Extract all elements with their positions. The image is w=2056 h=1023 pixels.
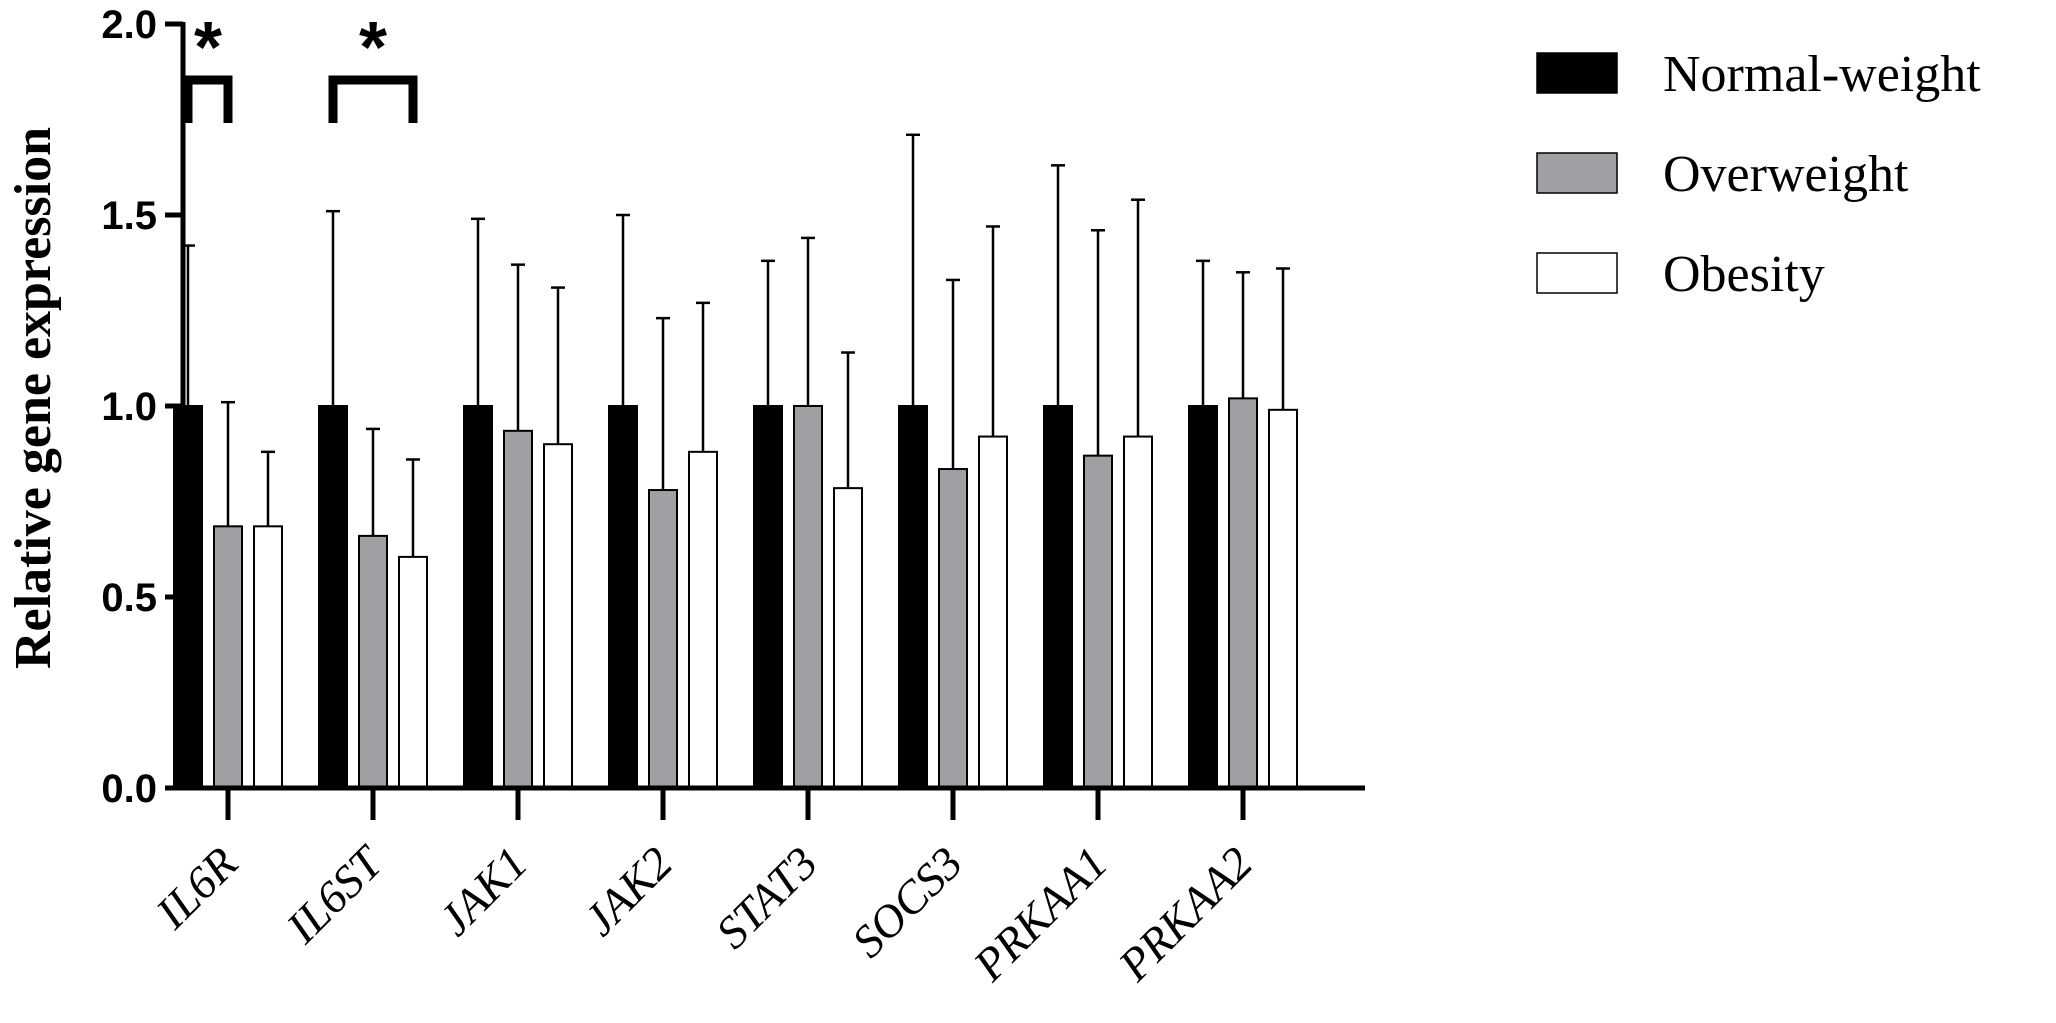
x-tick-label-socs3: SOCS3 xyxy=(842,837,972,967)
bar-stat3-obesity xyxy=(833,487,863,789)
x-tick-label-stat3: STAT3 xyxy=(706,837,827,958)
bar-stat3-normal-weight xyxy=(753,405,783,789)
bar-stat3-overweight xyxy=(793,405,823,789)
bar-jak1-obesity xyxy=(543,443,573,789)
x-tick-label-il6r: IL6R xyxy=(145,837,247,939)
bar-il6r-obesity xyxy=(253,525,283,790)
x-tick-label-jak1: JAK1 xyxy=(429,837,537,945)
bar-il6st-obesity xyxy=(398,555,428,790)
axes-layer: 0.0 0.5 1.0 1.5 2.0 IL6R IL6ST JAK1 JAK2 STAT3 SOC… xyxy=(101,3,1365,991)
bar-socs3-obesity xyxy=(978,435,1008,789)
y-tick-label: 1.5 xyxy=(101,194,157,238)
bar-prkaa2-overweight xyxy=(1228,397,1258,789)
significance-annotations: * * xyxy=(183,8,418,123)
error-bars-layer xyxy=(181,133,1290,557)
legend-label-obesity: Obesity xyxy=(1663,246,1825,303)
x-tick-label-prkaa1: PRKAA1 xyxy=(963,837,1117,991)
significance-bracket-il6st xyxy=(328,75,418,123)
bar-prkaa2-normal-weight xyxy=(1188,405,1218,789)
significance-bracket-il6r xyxy=(183,75,233,123)
y-axis-title: Relative gene expression xyxy=(5,127,62,669)
legend-swatch-normal-weight xyxy=(1536,52,1618,94)
bars-layer xyxy=(173,397,1298,790)
bar-jak1-normal-weight xyxy=(463,405,493,789)
bar-jak2-obesity xyxy=(688,450,718,789)
bar-socs3-normal-weight xyxy=(898,405,928,789)
y-tick-label: 0.5 xyxy=(101,576,157,620)
bar-il6r-overweight xyxy=(213,525,243,790)
y-tick-label: 0.0 xyxy=(101,767,157,811)
bar-prkaa2-obesity xyxy=(1268,408,1298,789)
bar-jak1-overweight xyxy=(503,429,533,789)
legend-swatch-overweight xyxy=(1536,152,1618,194)
x-tick-label-prkaa2: PRKAA2 xyxy=(1108,837,1262,991)
bar-prkaa1-normal-weight xyxy=(1043,405,1073,789)
x-tick-label-jak2: JAK2 xyxy=(574,837,682,945)
legend-label-normal-weight: Normal-weight xyxy=(1663,46,1981,103)
bar-jak2-normal-weight xyxy=(608,405,638,789)
significance-star-il6st: * xyxy=(359,8,387,88)
x-tick-label-il6st: IL6ST xyxy=(276,835,395,954)
bar-jak2-overweight xyxy=(648,489,678,789)
legend-swatch-obesity xyxy=(1536,252,1618,294)
bar-prkaa1-obesity xyxy=(1123,435,1153,789)
y-tick-label: 1.0 xyxy=(101,385,157,429)
legend: Normal-weight Overweight Obesity xyxy=(1536,46,1981,303)
bar-il6st-normal-weight xyxy=(318,405,348,789)
bar-prkaa1-overweight xyxy=(1083,454,1113,789)
legend-label-overweight: Overweight xyxy=(1663,146,1909,203)
significance-star-il6r: * xyxy=(194,8,222,88)
y-tick-label: 2.0 xyxy=(101,3,157,47)
bar-socs3-overweight xyxy=(938,468,968,789)
bar-il6st-overweight xyxy=(358,534,388,789)
